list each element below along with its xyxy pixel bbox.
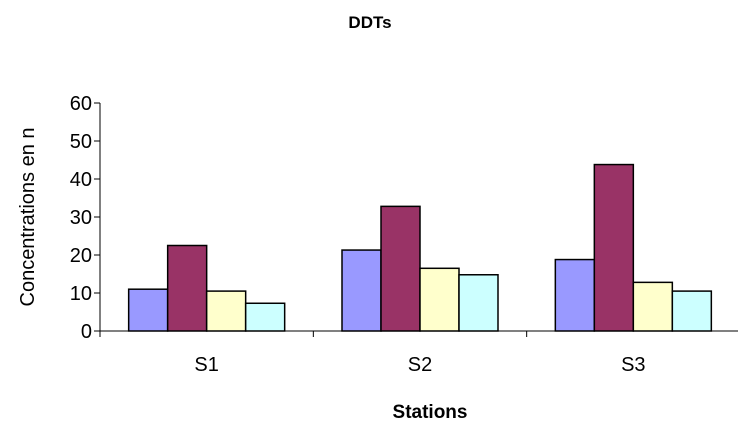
bar (244, 302, 286, 332)
y-tick-label: 60 (70, 93, 92, 115)
bar (166, 244, 208, 332)
bar (458, 274, 499, 332)
bar (127, 288, 169, 332)
y-axis-label: Concentrations en n (17, 127, 39, 306)
y-tick-label: 0 (81, 321, 92, 343)
bar (380, 205, 421, 332)
bar (205, 290, 247, 332)
y-tick-label: 50 (70, 131, 92, 153)
chart-title: DDTs (348, 13, 391, 32)
bar (419, 267, 460, 332)
x-axis-label: Stations (393, 402, 468, 423)
x-tick-label: S2 (408, 354, 432, 376)
y-tick-label: 40 (70, 169, 92, 191)
x-tick-label: S1 (194, 354, 218, 376)
bar (341, 249, 382, 332)
y-axis-label-group: Concentrations en n (17, 127, 39, 306)
y-tick-label: 20 (70, 245, 92, 267)
x-tick-label: S3 (621, 354, 645, 376)
y-tick-label: 30 (70, 207, 92, 229)
plot-area: 0 10 20 30 40 50 60 S1 S2 S3 (70, 93, 738, 376)
y-tick-label: 10 (70, 283, 92, 305)
bar (593, 163, 635, 332)
bar (554, 258, 596, 332)
bar (632, 281, 674, 332)
bar (671, 290, 713, 332)
